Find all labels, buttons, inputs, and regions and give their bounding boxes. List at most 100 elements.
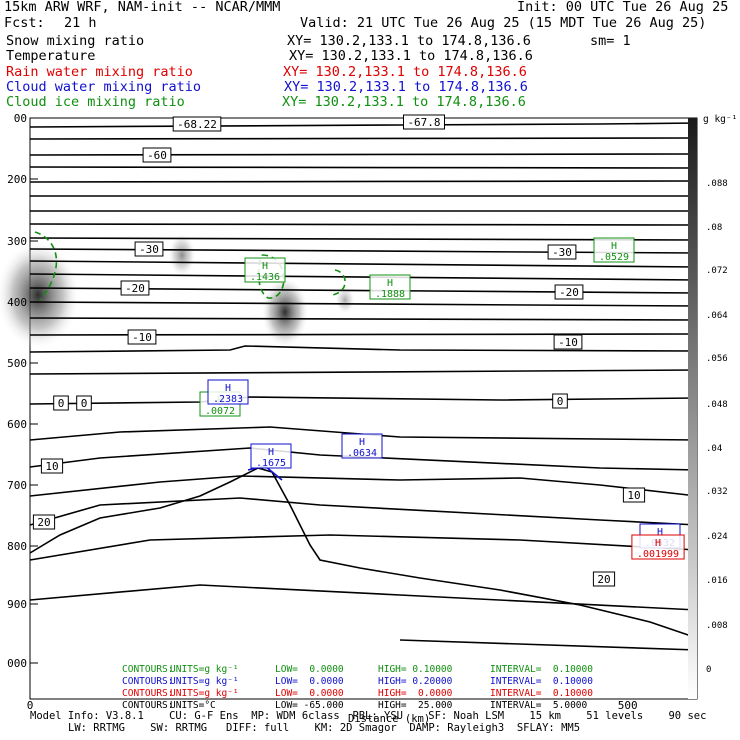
isotherm-line — [29, 273, 698, 281]
temperature-label: -30 — [552, 246, 572, 259]
temperature-label-box — [32, 514, 56, 530]
maximum-label: H — [387, 278, 393, 289]
contour-info-contours: CONTOURS: — [122, 676, 174, 687]
temperature-label: 0 — [557, 395, 564, 408]
y-tick-label: 800 — [7, 540, 27, 553]
temperature-label: -60 — [147, 149, 167, 162]
field-xy-snow: XY= 130.2,133.1 to 174.8,136.6 — [287, 33, 531, 49]
temperature-label-box — [172, 116, 222, 132]
snow-blob — [0, 240, 80, 350]
contour-info-interval: INTERVAL= 0.10000 — [490, 688, 593, 699]
maximum-value: .2383 — [213, 394, 243, 405]
isotherm-line — [29, 317, 698, 321]
snow-blob — [168, 233, 196, 277]
model-title: 15km ARW WRF, NAM-init -- NCAR/MMM — [4, 0, 281, 15]
plot-frame — [29, 117, 698, 700]
isotherm-line — [29, 475, 698, 497]
colorbar-tick-label: .008 — [706, 621, 728, 631]
field-xy-temp: XY= 130.2,133.1 to 174.8,136.6 — [289, 48, 533, 64]
field-name-snow: Snow mixing ratio — [6, 33, 145, 49]
fcst-value: 21 h — [64, 15, 97, 31]
x-axis-label: Distance (km) — [348, 713, 431, 725]
maximum-marker: H.1436 — [244, 257, 286, 283]
temperature-label: -68.22 — [177, 118, 217, 131]
contour-info-high: HIGH= 0.10000 — [378, 664, 453, 675]
temperature-label-box — [622, 487, 646, 503]
isotherm-line — [29, 223, 698, 226]
temperature-label-box — [127, 329, 157, 345]
x-tick-label: 500 — [618, 699, 638, 712]
isotherm-line — [29, 301, 698, 307]
isotherm-line — [29, 237, 698, 241]
colorbar-tick-label: .048 — [706, 400, 728, 410]
snow-blob — [335, 286, 355, 314]
colorbar-tick-label: .016 — [706, 576, 728, 586]
maximum-value: .1888 — [375, 289, 405, 300]
cloudice-contour — [331, 269, 346, 296]
temperature-label: -67.8 — [407, 116, 440, 129]
temperature-label: 0 — [58, 397, 65, 410]
valid-time: Valid: 21 UTC Tue 26 Aug 25 (15 MDT Tue … — [300, 15, 707, 31]
snow-shading — [0, 233, 355, 350]
contour-info-low: LOW= 0.0000 — [275, 664, 344, 675]
temperature-label: 20 — [37, 516, 50, 529]
temperature-label-box — [554, 284, 584, 300]
temperature-label: -20 — [559, 286, 579, 299]
isotherm-line — [29, 497, 698, 526]
contour-info-interval: INTERVAL= 0.10000 — [490, 664, 593, 675]
contour-info-low: LOW= -65.000 — [275, 700, 344, 711]
colorbar-tick-label: .064 — [706, 311, 728, 321]
y-tick-label: 300 — [7, 235, 27, 248]
field-name-cloudice: Cloud ice mixing ratio — [6, 94, 185, 110]
contour-info-units: UNITS=°C — [170, 700, 216, 711]
temperature-label: -10 — [132, 331, 152, 344]
maximum-value: .001999 — [637, 549, 679, 560]
contour-info-interval: INTERVAL= 0.10000 — [490, 676, 593, 687]
y-tick-label: 400 — [7, 296, 27, 309]
isotherm-line — [29, 166, 698, 169]
maximum-label: H — [655, 538, 661, 549]
x-tick-label: 0 — [27, 699, 34, 712]
y-tick-label: 700 — [7, 479, 27, 492]
maximum-value: .0072 — [205, 406, 235, 417]
maximum-label: H — [611, 241, 617, 252]
field-name-temp: Temperature — [6, 48, 96, 64]
isotherm-line — [29, 345, 698, 353]
maximum-value: .1436 — [250, 272, 280, 283]
maximum-value: .0634 — [347, 448, 377, 459]
colorbar-tick-label: .04 — [706, 444, 722, 454]
colorbar-unit: g kg⁻¹ — [703, 114, 738, 125]
temperature-label-box — [547, 244, 577, 260]
contour-info-contours: CONTOURS: — [122, 688, 174, 699]
isotherm-line — [29, 534, 698, 561]
temperature-label: -10 — [558, 336, 578, 349]
y-tick-label: 200 — [7, 173, 27, 186]
maximum-marker: H.1888 — [369, 274, 411, 300]
contour-info-units: UNITS=g kg⁻¹ — [170, 676, 239, 687]
isotherm-line — [399, 639, 698, 651]
cloudice-contours — [34, 231, 346, 301]
contour-info-contours: CONTOURS: — [122, 700, 174, 711]
temperature-label: -20 — [125, 282, 145, 295]
temperature-label-box — [142, 147, 172, 163]
contour-info-low: LOW= 0.0000 — [275, 676, 344, 687]
isotherm-line — [29, 584, 698, 611]
temperature-label-box — [134, 241, 164, 257]
temperature-label-box — [403, 114, 445, 130]
temperature-label-box — [76, 395, 92, 411]
field-name-rain: Rain water mixing ratio — [6, 64, 193, 80]
maximum-marker: H.2383 — [207, 379, 249, 405]
maximum-label: H — [268, 447, 274, 458]
temperature-label-box — [553, 334, 583, 350]
temperature-label-box — [592, 571, 616, 587]
temperature-label-box — [53, 395, 69, 411]
temperature-label-box — [120, 280, 150, 296]
maximum-marker: H.0634 — [341, 433, 383, 459]
y-tick-label: 000 — [7, 657, 27, 670]
temperature-label: 10 — [45, 460, 58, 473]
y-tick-label: 900 — [7, 598, 27, 611]
contour-info-contours: CONTOURS: — [122, 664, 174, 675]
temperature-label-box — [552, 393, 568, 409]
isotherms — [29, 122, 698, 651]
contour-info-units: UNITS=g kg⁻¹ — [170, 688, 239, 699]
